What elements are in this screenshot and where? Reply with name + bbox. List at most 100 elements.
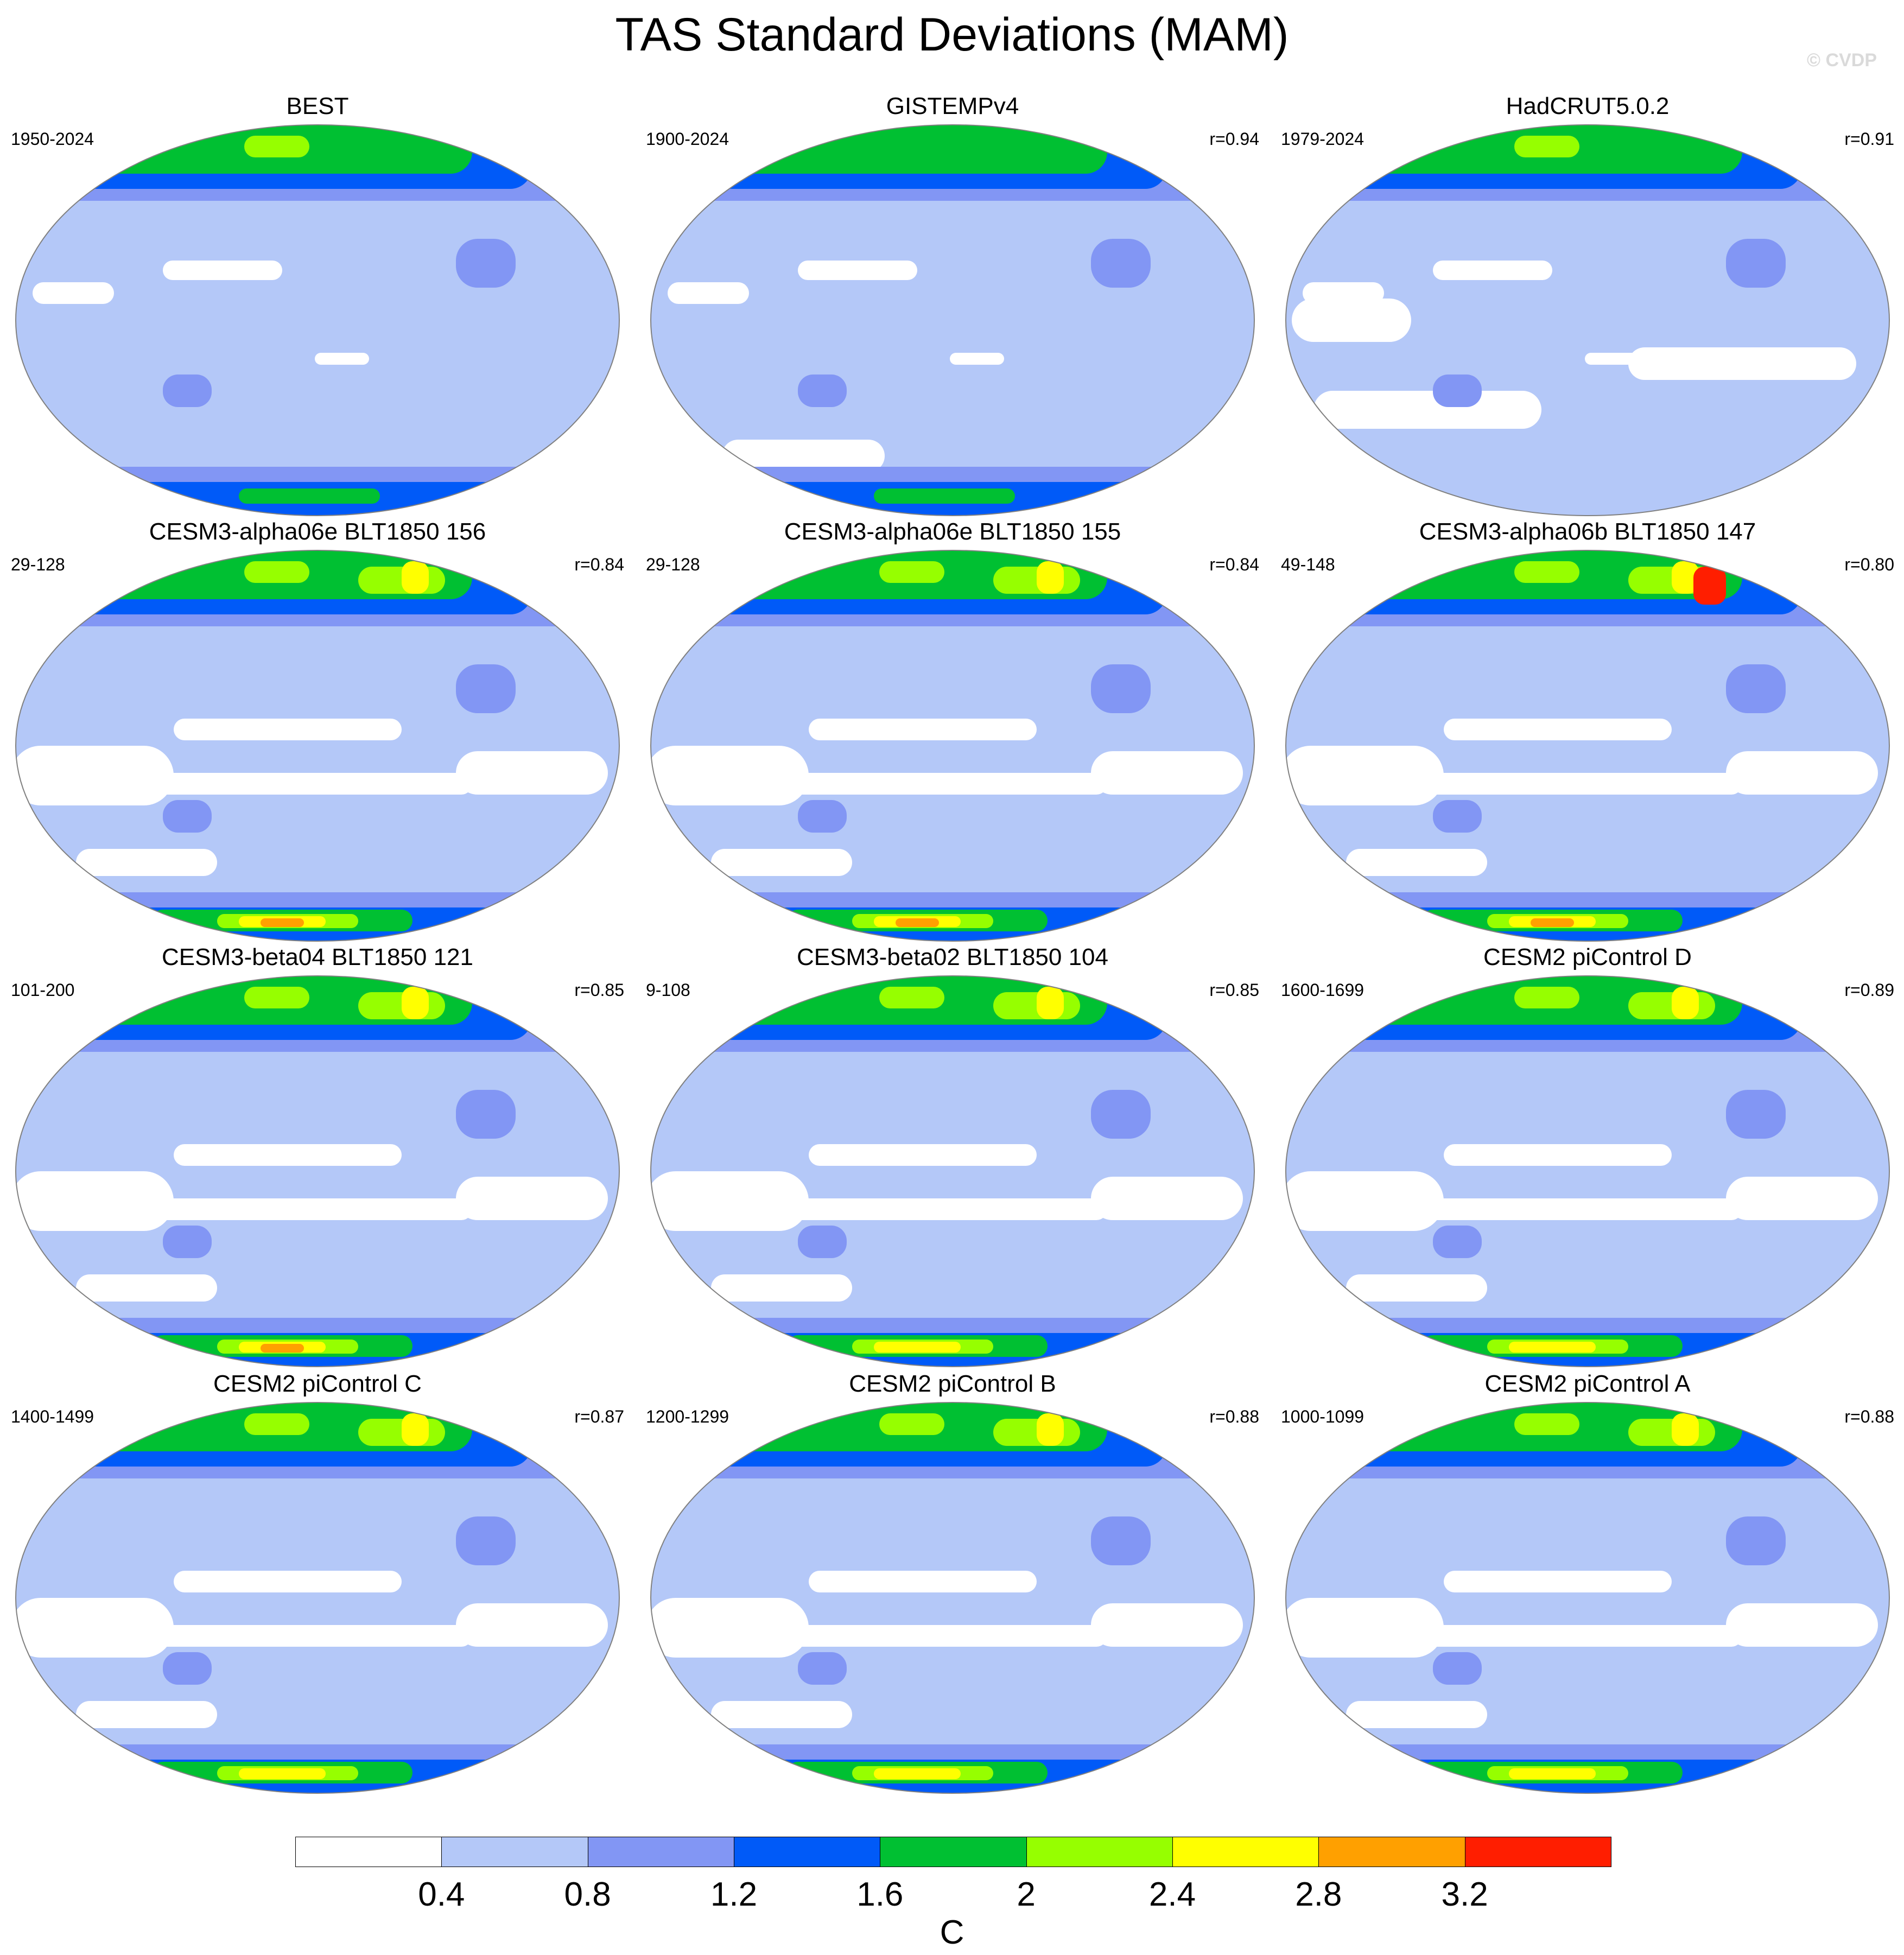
- atlantic-patch: [456, 664, 516, 713]
- low-variance-band: [651, 1598, 809, 1658]
- nh-band-28: [1351, 986, 1389, 1002]
- low-variance-band: [1444, 719, 1672, 740]
- map-panel: BEST 1950-2024: [11, 91, 624, 516]
- nh-band-32: [1341, 978, 1360, 991]
- low-variance-band: [1417, 1625, 1742, 1647]
- australia-patch: [1433, 375, 1482, 407]
- atlantic-patch: [1726, 239, 1786, 288]
- global-map: [15, 1402, 620, 1794]
- panel-correlation: r=0.94: [1209, 129, 1259, 149]
- low-variance-band: [76, 849, 217, 876]
- low-variance-band: [16, 746, 174, 805]
- low-variance-band: [147, 1625, 472, 1647]
- panel-years: 1979-2024: [1281, 129, 1364, 149]
- global-map: [650, 124, 1255, 516]
- australia-patch: [1433, 1652, 1482, 1685]
- australia-patch: [163, 375, 212, 407]
- low-variance-band: [147, 1198, 472, 1220]
- sh-band-30: [261, 1344, 304, 1353]
- colorbar-unit-label: C: [940, 1914, 964, 1951]
- panel-correlation: r=0.87: [574, 1407, 624, 1426]
- low-variance-band: [33, 282, 114, 304]
- low-variance-band: [1417, 773, 1742, 795]
- nh-band-28: [402, 987, 429, 1019]
- panel-years: 1400-1499: [11, 1407, 94, 1426]
- sh-band-20: [874, 488, 1015, 504]
- map-boundary: [15, 550, 620, 942]
- low-variance-band: [1726, 751, 1878, 795]
- low-variance-band: [1346, 1274, 1487, 1302]
- low-variance-band: [456, 751, 608, 795]
- map-boundary: [650, 124, 1255, 516]
- nh-band-32: [1693, 567, 1726, 605]
- map-boundary: [1285, 124, 1890, 516]
- nh-band-28: [1672, 1413, 1699, 1446]
- nh-band-28: [81, 135, 119, 151]
- nh-band-24: [244, 1413, 309, 1435]
- panel-years: 49-148: [1281, 555, 1335, 574]
- nh-band-24: [706, 981, 792, 1008]
- panel-correlation: r=0.91: [1844, 129, 1894, 149]
- nh-band-24: [1514, 1413, 1579, 1435]
- sh-band-08: [1286, 467, 1889, 516]
- low-variance-band: [809, 1571, 1037, 1592]
- low-variance-band: [76, 1274, 217, 1302]
- australia-patch: [163, 800, 212, 833]
- nh-band-24: [71, 556, 157, 583]
- panel-years: 29-128: [11, 555, 65, 574]
- global-map: [1285, 1402, 1890, 1794]
- global-map: [1285, 975, 1890, 1367]
- nh-band-32: [706, 553, 725, 566]
- nh-band-28: [716, 560, 754, 576]
- sh-band-28: [874, 1768, 961, 1779]
- low-variance-band: [668, 282, 749, 304]
- nh-band-24: [71, 981, 157, 1008]
- low-variance-band: [174, 1571, 402, 1592]
- nh-band-28: [1037, 1413, 1064, 1446]
- panel-years: 1000-1099: [1281, 1407, 1364, 1426]
- nh-band-28: [1037, 561, 1064, 594]
- australia-patch: [798, 800, 847, 833]
- panel-title: CESM3-alpha06b BLT1850 147: [1419, 518, 1756, 545]
- nh-band-24: [1341, 556, 1427, 583]
- low-variance-band: [1286, 746, 1444, 805]
- low-variance-band: [1292, 299, 1411, 342]
- low-variance-band: [1091, 1177, 1243, 1220]
- nh-band-28: [81, 560, 119, 576]
- nh-band-32: [71, 553, 90, 566]
- panel-title: CESM2 piControl C: [213, 1370, 422, 1397]
- low-variance-band: [711, 849, 852, 876]
- colorbar-tick-label: 1.2: [710, 1876, 758, 1913]
- colorbar-swatch: [1318, 1837, 1465, 1867]
- low-variance-band: [174, 1144, 402, 1166]
- low-variance-band: [950, 353, 1004, 365]
- low-variance-band: [1444, 1571, 1672, 1592]
- panel-correlation: r=0.84: [574, 555, 624, 574]
- low-variance-band: [16, 1598, 174, 1658]
- panel-years: 1900-2024: [646, 129, 729, 149]
- panel-title: BEST: [286, 93, 349, 119]
- map-boundary: [1285, 550, 1890, 942]
- australia-patch: [1433, 800, 1482, 833]
- panel-title: CESM3-alpha06e BLT1850 155: [784, 518, 1121, 545]
- map-boundary: [15, 124, 620, 516]
- nh-band-28: [1351, 1412, 1389, 1429]
- map-panel: HadCRUT5.0.2 1979-2024 r=0.91: [1281, 91, 1894, 516]
- sh-band-30: [896, 918, 939, 927]
- colorbar-swatch: [1026, 1837, 1173, 1867]
- sh-band-28: [1509, 1768, 1596, 1779]
- colorbar-swatch: [734, 1837, 881, 1867]
- low-variance-band: [147, 773, 472, 795]
- atlantic-patch: [1726, 664, 1786, 713]
- panel-years: 1200-1299: [646, 1407, 729, 1426]
- panel-title: CESM3-beta04 BLT1850 121: [162, 944, 473, 970]
- nh-band-24: [879, 987, 944, 1008]
- colorbar-tick-label: 2.8: [1295, 1876, 1342, 1913]
- map-panel: CESM2 piControl A 1000-1099 r=0.88: [1281, 1369, 1894, 1794]
- map-boundary: [650, 550, 1255, 942]
- colorbar-tick-label: 3.2: [1441, 1876, 1488, 1913]
- global-map: [1285, 550, 1890, 942]
- australia-patch: [163, 1226, 212, 1258]
- sh-band-28: [1509, 1342, 1596, 1353]
- global-map: [1285, 124, 1890, 516]
